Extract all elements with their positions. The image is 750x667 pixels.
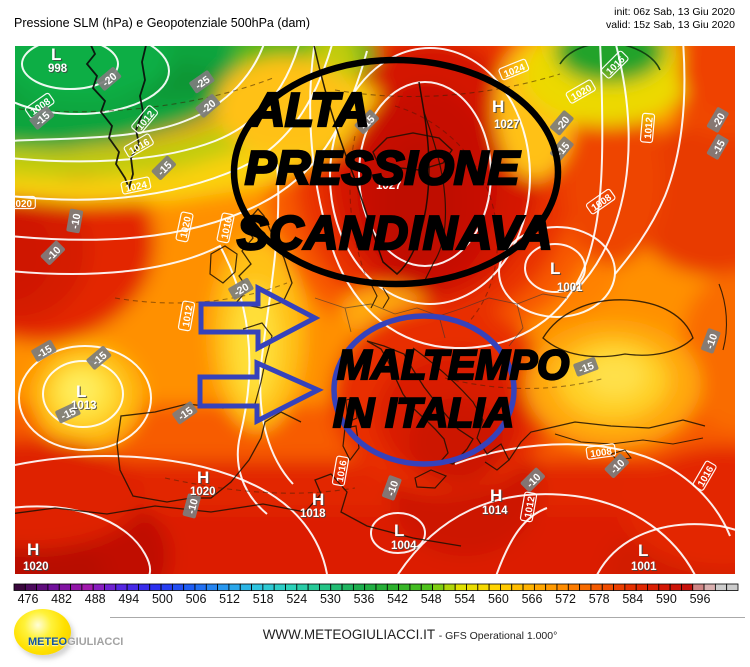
svg-text:L: L <box>638 541 648 560</box>
svg-text:PRESSIONE: PRESSIONE <box>245 141 521 194</box>
svg-text:1004: 1004 <box>391 540 417 552</box>
svg-text:518: 518 <box>253 592 274 606</box>
svg-text:1001: 1001 <box>557 282 583 294</box>
svg-text:H: H <box>27 540 39 559</box>
svg-text:1024: 1024 <box>124 180 148 195</box>
svg-text:1001: 1001 <box>632 562 658 574</box>
svg-text:-10: -10 <box>704 332 721 351</box>
svg-text:1016: 1016 <box>335 459 350 483</box>
svg-text:524: 524 <box>286 592 307 606</box>
svg-text:L: L <box>550 259 560 278</box>
svg-text:998: 998 <box>48 63 68 75</box>
svg-text:1020: 1020 <box>23 561 49 573</box>
svg-text:590: 590 <box>656 592 677 606</box>
svg-text:1027: 1027 <box>494 119 520 131</box>
svg-text:1001: 1001 <box>631 561 657 573</box>
svg-text:L: L <box>395 522 405 541</box>
svg-text:-10: -10 <box>185 497 201 515</box>
svg-text:H: H <box>490 486 502 505</box>
svg-text:542: 542 <box>387 592 408 606</box>
svg-text:L: L <box>639 542 649 561</box>
svg-text:H: H <box>493 98 505 117</box>
svg-text:-10: -10 <box>385 479 402 498</box>
svg-text:1012: 1012 <box>643 116 656 139</box>
svg-text:1018: 1018 <box>301 509 327 521</box>
svg-text:1004: 1004 <box>392 541 418 553</box>
svg-text:-15: -15 <box>577 360 596 377</box>
svg-text:548: 548 <box>421 592 442 606</box>
svg-text:ALTA: ALTA <box>250 83 369 136</box>
svg-text:H: H <box>492 97 504 116</box>
svg-text:1020: 1020 <box>24 562 50 574</box>
svg-text:512: 512 <box>219 592 240 606</box>
svg-text:578: 578 <box>589 592 610 606</box>
svg-text:1008: 1008 <box>590 446 614 460</box>
svg-text:1020: 1020 <box>190 486 216 498</box>
svg-text:IN ITALIA: IN ITALIA <box>333 389 514 436</box>
svg-text:1020: 1020 <box>191 487 217 499</box>
svg-text:998: 998 <box>49 64 69 76</box>
svg-text:L: L <box>76 382 86 401</box>
svg-text:1012: 1012 <box>181 304 196 328</box>
svg-text:1020: 1020 <box>15 199 32 210</box>
svg-text:1014: 1014 <box>482 505 508 517</box>
svg-text:-10: -10 <box>69 213 83 230</box>
svg-text:536: 536 <box>354 592 375 606</box>
svg-text:H: H <box>28 541 40 560</box>
svg-text:1014: 1014 <box>483 506 509 518</box>
svg-text:L: L <box>551 260 561 279</box>
svg-text:H: H <box>197 468 209 487</box>
svg-text:476: 476 <box>18 592 39 606</box>
svg-text:596: 596 <box>690 592 711 606</box>
svg-text:554: 554 <box>454 592 475 606</box>
svg-text:500: 500 <box>152 592 173 606</box>
svg-text:L: L <box>51 46 61 64</box>
svg-text:H: H <box>491 487 503 506</box>
svg-text:1016: 1016 <box>220 216 235 240</box>
svg-text:1018: 1018 <box>300 508 326 520</box>
svg-text:494: 494 <box>118 592 139 606</box>
svg-text:-15: -15 <box>59 405 78 422</box>
svg-text:1012: 1012 <box>523 495 538 519</box>
svg-text:1027: 1027 <box>376 180 402 192</box>
svg-text:H: H <box>312 490 324 509</box>
svg-text:H: H <box>198 469 210 488</box>
svg-text:L: L <box>52 46 62 65</box>
svg-text:1020: 1020 <box>179 215 194 239</box>
svg-text:1027: 1027 <box>495 120 521 132</box>
svg-text:560: 560 <box>488 592 509 606</box>
svg-text:530: 530 <box>320 592 341 606</box>
svg-text:572: 572 <box>555 592 576 606</box>
svg-text:SCANDINAVA: SCANDINAVA <box>237 206 553 259</box>
svg-text:506: 506 <box>186 592 207 606</box>
svg-text:482: 482 <box>51 592 72 606</box>
svg-text:MALTEMPO: MALTEMPO <box>337 341 569 388</box>
svg-text:L: L <box>394 521 404 540</box>
svg-text:584: 584 <box>622 592 643 606</box>
svg-text:1013: 1013 <box>72 401 98 413</box>
svg-text:1013: 1013 <box>71 400 97 412</box>
svg-text:L: L <box>77 383 87 402</box>
svg-text:1001: 1001 <box>558 283 584 295</box>
svg-text:566: 566 <box>522 592 543 606</box>
svg-text:H: H <box>313 491 325 510</box>
svg-text:488: 488 <box>85 592 106 606</box>
